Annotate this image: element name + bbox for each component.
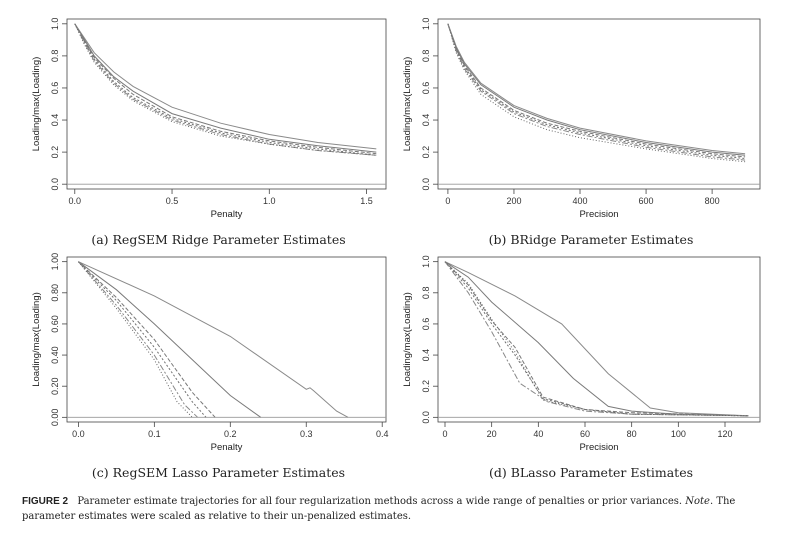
series-line xyxy=(78,261,349,418)
y-axis-label: Loading/max(Loading) xyxy=(402,57,413,152)
y-tick-label: 0.8 xyxy=(421,50,431,63)
y-tick-label: 1.00 xyxy=(50,253,60,271)
x-tick-label: 400 xyxy=(572,196,587,206)
y-tick-label: 0.0 xyxy=(421,411,431,424)
caption-text: Parameter estimate trajectories for all … xyxy=(77,496,683,507)
plot-frame xyxy=(66,256,387,423)
y-tick-label: 0.6 xyxy=(50,82,60,95)
plot-frame xyxy=(437,18,761,190)
series-line xyxy=(78,261,198,418)
y-axis-label: Loading/max(Loading) xyxy=(31,292,42,387)
series-line xyxy=(447,23,746,163)
series-line xyxy=(78,261,193,418)
x-tick-label: 20 xyxy=(487,429,497,439)
note-text: . The parameter estimates were scaled as… xyxy=(22,496,736,522)
y-tick-label: 0.8 xyxy=(50,50,60,63)
x-tick-label: 0.1 xyxy=(148,429,161,439)
series-line xyxy=(444,261,749,417)
y-tick-label: 0.2 xyxy=(421,380,431,393)
plot-frame xyxy=(66,18,387,190)
y-axis-label: Loading/max(Loading) xyxy=(402,292,413,387)
series-line xyxy=(74,23,377,156)
series-line xyxy=(78,261,207,418)
series-line xyxy=(447,23,746,155)
series-line xyxy=(447,23,746,158)
x-tick-label: 0.0 xyxy=(72,429,85,439)
x-tick-label: 1.5 xyxy=(360,196,373,206)
y-tick-label: 0.4 xyxy=(421,114,431,127)
subfigure-caption: (c) RegSEM Lasso Parameter Estimates xyxy=(92,465,345,480)
figure-caption: FIGURE 2 Parameter estimate trajectories… xyxy=(22,494,782,524)
y-tick-label: 0.6 xyxy=(421,82,431,95)
x-tick-label: 600 xyxy=(639,196,654,206)
series-line xyxy=(444,261,749,417)
y-tick-label: 1.0 xyxy=(421,255,431,268)
series-line xyxy=(447,23,746,159)
x-tick-label: 0.4 xyxy=(376,429,389,439)
x-tick-label: 0 xyxy=(445,196,450,206)
x-tick-label: 40 xyxy=(533,429,543,439)
series-line xyxy=(74,23,377,156)
x-tick-label: 80 xyxy=(627,429,637,439)
x-tick-label: 0 xyxy=(442,429,447,439)
figure-panels: 0.0 0.2 0.4 0.6 0.8 1.0 0.0 0.5 1.0 1.5 Penalty Loa… xyxy=(31,18,761,480)
y-tick-label: 0.2 xyxy=(50,146,60,159)
series-line xyxy=(74,23,377,150)
series-line xyxy=(444,261,749,417)
series-line xyxy=(78,261,216,418)
x-tick-label: 0.3 xyxy=(300,429,313,439)
y-tick-label: 0.20 xyxy=(50,377,60,395)
y-tick-label: 0.00 xyxy=(50,409,60,427)
figure-label: FIGURE 2 xyxy=(22,496,69,507)
series-line xyxy=(74,23,377,156)
y-tick-label: 0.40 xyxy=(50,346,60,364)
series-line xyxy=(447,23,746,161)
subfigure-caption: (a) RegSEM Ridge Parameter Estimates xyxy=(91,232,345,247)
x-tick-label: 1.0 xyxy=(263,196,276,206)
x-tick-label: 120 xyxy=(717,429,732,439)
subfigure-caption: (d) BLasso Parameter Estimates xyxy=(489,465,693,480)
x-tick-label: 200 xyxy=(506,196,521,206)
x-tick-label: 100 xyxy=(671,429,686,439)
plot-frame xyxy=(437,256,761,423)
panel-d: 0.0 0.2 0.4 0.6 0.8 1.0 0 20 40 60 80 100 120 Precisi… xyxy=(402,255,761,480)
series-line xyxy=(447,23,746,156)
panel-b: 0.0 0.2 0.4 0.6 0.8 1.0 0 200 400 600 800 Precision… xyxy=(402,18,761,247)
panel-a: 0.0 0.2 0.4 0.6 0.8 1.0 0.0 0.5 1.0 1.5 Penalty Loa… xyxy=(31,18,387,247)
x-tick-label: 0.5 xyxy=(166,196,179,206)
y-tick-label: 0.4 xyxy=(421,349,431,362)
y-axis-label: Loading/max(Loading) xyxy=(31,57,42,152)
x-tick-label: 0.2 xyxy=(224,429,237,439)
y-tick-label: 0.80 xyxy=(50,284,60,302)
panel-c: 0.00 0.20 0.40 0.60 0.80 1.00 0.0 0.1 0.2 0.3 0.4 P… xyxy=(31,253,388,480)
series-line xyxy=(74,23,377,155)
y-tick-label: 0.2 xyxy=(421,146,431,159)
series-line xyxy=(74,23,377,153)
y-tick-label: 0.0 xyxy=(50,178,60,191)
subfigure-caption: (b) BRidge Parameter Estimates xyxy=(489,232,694,247)
y-tick-label: 1.0 xyxy=(50,18,60,31)
x-axis-label: Precision xyxy=(579,209,618,220)
x-axis-label: Penalty xyxy=(211,209,243,220)
series-line xyxy=(444,261,749,417)
x-axis-label: Precision xyxy=(579,442,618,453)
note-label: Note xyxy=(685,496,710,507)
y-tick-label: 0.4 xyxy=(50,114,60,127)
y-tick-label: 0.6 xyxy=(421,318,431,331)
series-line xyxy=(444,261,749,417)
x-tick-label: 60 xyxy=(580,429,590,439)
series-line xyxy=(444,261,749,417)
series-line xyxy=(78,261,261,418)
y-tick-label: 1.0 xyxy=(421,18,431,31)
x-tick-label: 800 xyxy=(705,196,720,206)
y-tick-label: 0.0 xyxy=(421,178,431,191)
x-axis-label: Penalty xyxy=(211,442,243,453)
x-tick-label: 0.0 xyxy=(69,196,82,206)
y-tick-label: 0.60 xyxy=(50,315,60,333)
y-tick-label: 0.8 xyxy=(421,287,431,300)
